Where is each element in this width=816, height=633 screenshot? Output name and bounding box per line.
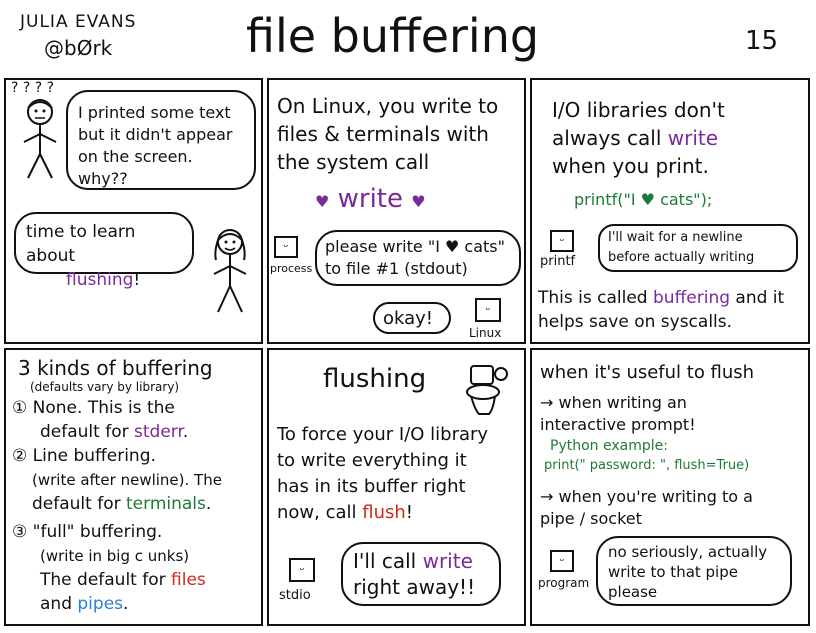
kind-line-text: Line buffering. (32, 446, 156, 466)
question-text: I printed some text but it didn't appear… (78, 103, 233, 188)
kind-line-highlight: terminals (126, 494, 206, 514)
kind-full-number: ③ (12, 522, 28, 542)
author-handle: @bØrk (44, 36, 113, 60)
flushing-heading: flushing (323, 364, 427, 394)
panel-io-libraries: I/O libraries don't always call write wh… (530, 78, 810, 344)
kind-none-text: None. This is the (32, 398, 175, 418)
linux-label: Linux (469, 326, 502, 340)
answer-suffix: ! (133, 270, 141, 290)
python-label: Python example: (550, 438, 668, 454)
kind-full-default: The default for (40, 570, 166, 590)
kind-full-text: "full" buffering. (32, 522, 163, 542)
printf-code: printf("I ♥ cats"); (574, 190, 713, 209)
program-bubble-text: no seriously, actually write to that pip… (608, 543, 768, 601)
printf-label: printf (540, 254, 576, 269)
printf-thought-bubble: I'll wait for a newline before actually … (598, 224, 798, 272)
answer-highlight: flushing (66, 270, 134, 290)
person-with-pigtails-icon (213, 229, 247, 313)
confused-person-icon (23, 99, 57, 179)
kind-full-detail: (write in big c unks) (40, 547, 190, 565)
flushing-flush-highlight: flush (362, 502, 406, 523)
program-label: program (538, 576, 590, 590)
process-box-icon: ᵕ (274, 236, 298, 258)
kind-line-suffix: . (205, 494, 212, 514)
kinds-heading: 3 kinds of buffering (18, 356, 213, 380)
kind-full-suffix: . (123, 594, 129, 614)
heart-icon: ♥ (315, 192, 330, 211)
printf-thought-text: I'll wait for a newline before actually … (608, 230, 755, 265)
flushing-line3: has in its buffer right (277, 476, 466, 497)
okay-text: okay! (383, 308, 434, 329)
question-bubble: I printed some text but it didn't appear… (66, 90, 256, 190)
author-name: JULIA EVANS (20, 12, 137, 32)
io-intro: I/O libraries don't always call write wh… (552, 96, 807, 180)
panel-kinds-of-buffering: 3 kinds of buffering (defaults vary by l… (4, 348, 263, 626)
python-code: print(" password: ", flush=True) (544, 458, 750, 473)
stdio-box-icon: ᵕ (289, 558, 315, 582)
page-title: file buffering (246, 9, 540, 63)
answer-prefix: time to learn about (26, 222, 136, 266)
flushing-body: To force your I/O library to write every… (277, 422, 525, 526)
kind-none-suffix: . (182, 422, 189, 442)
syscall-name: write (337, 184, 403, 214)
panel-flushing: flushing To force your I/O library to wr… (267, 348, 526, 626)
stdio-bubble-highlight: write (422, 549, 473, 573)
flushing-line1: To force your I/O library (277, 424, 489, 445)
write-intro: On Linux, you write to files & terminals… (277, 94, 499, 174)
printf-box-icon: ᵕ (550, 230, 574, 252)
okay-bubble: okay! (373, 302, 451, 334)
panel-when-to-flush: when it's useful to flush → when writing… (530, 348, 810, 626)
kind-full-highlight-files: files (171, 570, 206, 590)
kind-full-and: and (40, 594, 72, 614)
kind-line-default: default for (32, 494, 121, 514)
question-marks: ? ? ? ? (11, 80, 55, 96)
page-number: 15 (745, 26, 779, 56)
answer-bubble: time to learn about flushing! (14, 212, 194, 290)
kind-none-default: default for (40, 422, 129, 442)
bullet-pipe: → when you're writing to a pipe / socket (540, 487, 753, 528)
io-line1: I/O libraries don't (552, 98, 725, 122)
kind-line-number: ② (12, 446, 28, 466)
stdio-bubble-prefix: I'll call (353, 549, 417, 573)
flushing-line2: to write everything it (277, 450, 467, 471)
kind-full: ③ "full" buffering. (write in big c unks… (12, 520, 262, 616)
stdio-bubble: I'll call write right away!! (341, 542, 501, 606)
kind-line-detail: (write after newline). The (32, 471, 222, 489)
process-request-bubble: please write "I ♥ cats" to file #1 (stdo… (315, 230, 521, 286)
program-box-icon: ᵕ (550, 550, 574, 572)
syscall-name-row: ♥ write ♥ (315, 184, 426, 214)
io-write-highlight: write (667, 126, 719, 150)
flushing-line4-suffix: ! (405, 502, 414, 523)
kind-line: ② Line buffering. (write after newline).… (12, 444, 262, 516)
flushing-line4-prefix: now, call (277, 502, 357, 523)
kind-none-number: ① (12, 398, 28, 418)
process-request-text: please write "I ♥ cats" to file #1 (stdo… (325, 237, 505, 278)
kind-none-highlight: stderr (134, 422, 183, 442)
summary-highlight: buffering (653, 288, 731, 308)
stdio-bubble-suffix: right away!! (353, 575, 476, 599)
panel-printed-text: ? ? ? ? I printed some text but it didn'… (4, 78, 263, 344)
summary-suffix: and it helps save on syscalls. (538, 288, 785, 332)
io-line3: when you print. (552, 154, 709, 178)
linux-box-icon: ᵕ (475, 298, 501, 322)
toilet-icon (466, 365, 508, 415)
panel-write-syscall: On Linux, you write to files & terminals… (267, 78, 526, 344)
kind-none: ① None. This is the default for stderr. (12, 396, 262, 444)
when-heading: when it's useful to flush (540, 362, 755, 383)
kind-full-highlight-pipes: pipes (77, 594, 124, 614)
process-label: process (270, 262, 313, 275)
program-bubble: no seriously, actually write to that pip… (596, 536, 792, 606)
stdio-label: stdio (279, 588, 311, 603)
summary-prefix: This is called (538, 288, 648, 308)
buffering-summary: This is called buffering and it helps sa… (538, 286, 803, 334)
kinds-subheading: (defaults vary by library) (30, 380, 180, 394)
bullet-prompt: → when writing an interactive prompt! (540, 393, 696, 434)
io-line2-prefix: always call (552, 126, 662, 150)
heart-icon: ♥ (411, 192, 426, 211)
